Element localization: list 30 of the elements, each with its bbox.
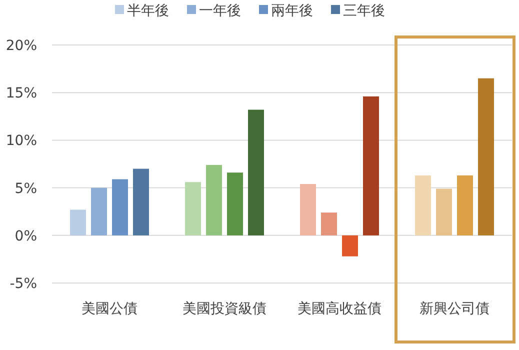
bar: [415, 175, 431, 236]
y-tick-label: 10%: [6, 133, 37, 150]
bar: [363, 96, 379, 236]
x-tick-label: 美國公債: [82, 301, 138, 317]
bar: [457, 175, 473, 236]
legend-label: 半年後: [127, 3, 169, 19]
bar: [227, 172, 243, 236]
bar: [133, 168, 149, 236]
legend-label: 兩年後: [271, 3, 313, 19]
x-tick-label: 美國投資級債: [182, 301, 266, 317]
bar: [436, 188, 452, 236]
bar: [206, 164, 222, 236]
legend-label: 三年後: [343, 3, 385, 19]
bar: [300, 184, 316, 236]
bar: [248, 110, 264, 236]
bar: [91, 188, 107, 236]
legend-label: 一年後: [199, 3, 241, 19]
y-tick-label: 15%: [6, 86, 37, 102]
bar: [70, 210, 86, 236]
bar: [342, 235, 358, 256]
y-tick-label: 20%: [6, 38, 37, 54]
bar: [185, 182, 201, 236]
y-tick-label: 5%: [14, 180, 37, 197]
y-tick-label: -5%: [10, 276, 37, 292]
y-tick-label: 0%: [14, 228, 37, 244]
bar: [321, 212, 337, 236]
x-tick-label: 美國高收益債: [298, 301, 382, 317]
x-tick-label: 新興公司債: [420, 301, 490, 317]
bar: [112, 179, 128, 236]
bar: [478, 78, 494, 236]
